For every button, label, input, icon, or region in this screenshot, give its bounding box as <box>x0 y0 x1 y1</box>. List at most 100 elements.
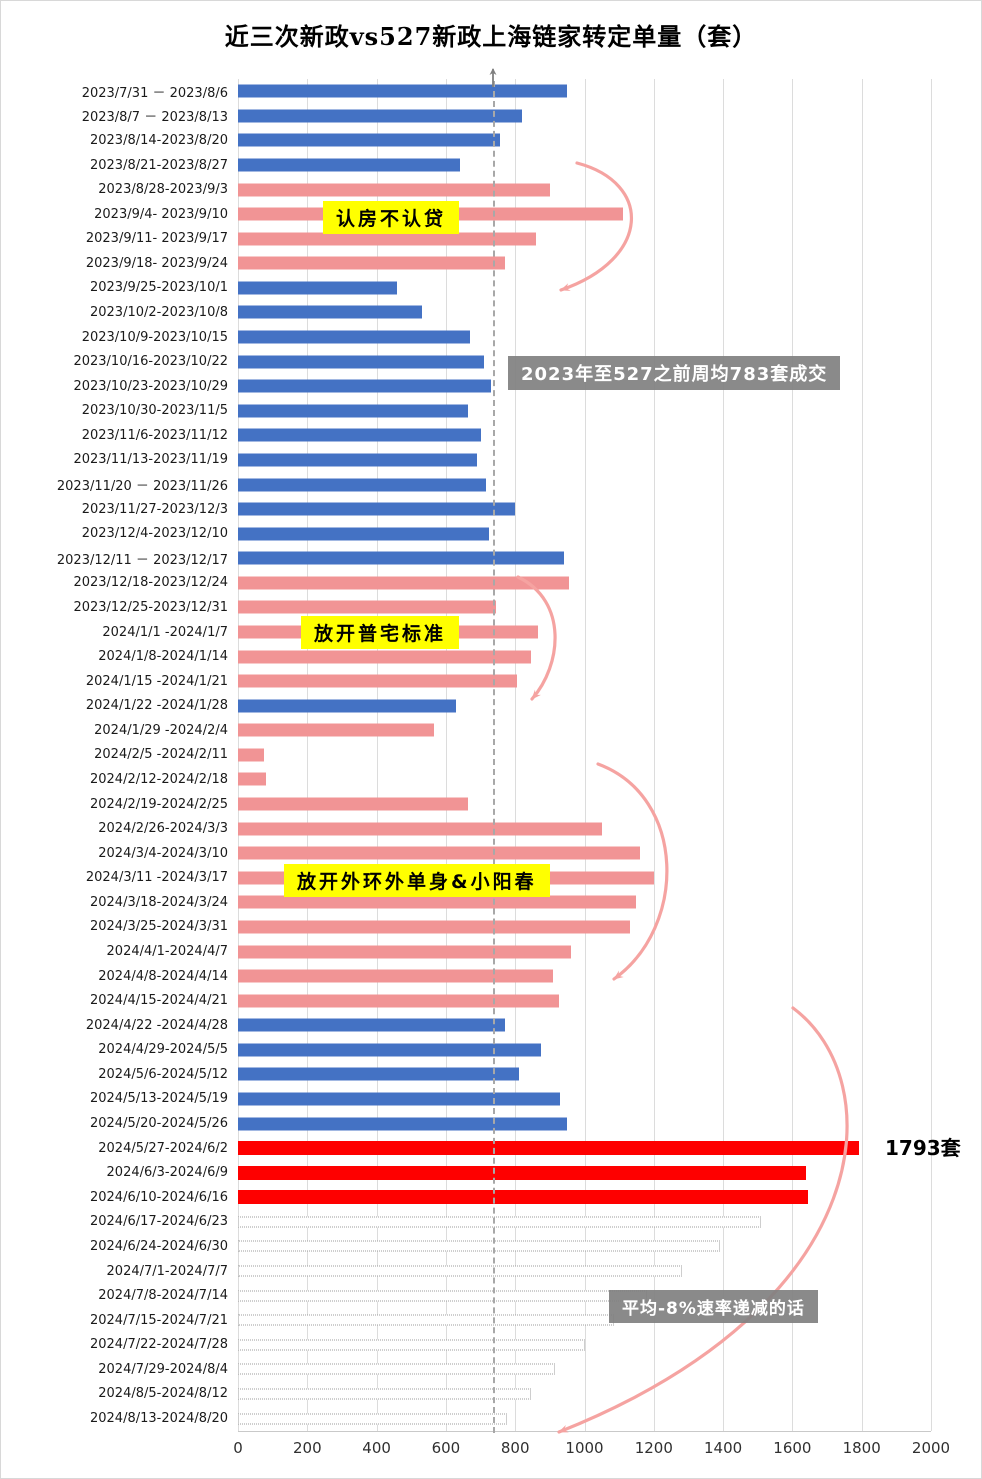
bar-blue <box>238 551 564 565</box>
chart-row: 2024/7/1-2024/7/7 <box>1 1259 931 1284</box>
chart-row: 2024/2/26-2024/3/3 <box>1 816 931 841</box>
bar-dotted <box>238 1363 556 1375</box>
bar-red <box>238 1190 808 1205</box>
bar-pink <box>238 650 531 664</box>
bar-track <box>238 325 931 350</box>
category-label: 2024/2/26-2024/3/3 <box>98 821 228 837</box>
bar-red <box>238 1165 807 1180</box>
bar-blue <box>238 1043 542 1057</box>
bar-track <box>238 472 931 497</box>
category-label: 2024/4/8-2024/4/14 <box>98 968 228 984</box>
x-tick-label: 1800 <box>842 1439 881 1457</box>
bar-track <box>238 988 931 1013</box>
bar-dotted <box>238 1216 762 1228</box>
bar-blue <box>238 478 486 492</box>
bar-track <box>238 644 931 669</box>
category-label: 2023/12/25-2023/12/31 <box>73 599 228 615</box>
bar-blue <box>238 1067 519 1081</box>
bar-track <box>238 79 931 104</box>
bar-pink <box>238 723 434 737</box>
bar-pink <box>238 895 637 909</box>
bar-track <box>238 1283 931 1308</box>
category-label: 2024/7/15-2024/7/21 <box>89 1312 228 1328</box>
chart-row: 2024/1/22 -2024/1/28 <box>1 693 931 718</box>
chart-row: 2023/8/7 － 2023/8/13 <box>1 104 931 129</box>
bar-track <box>238 276 931 301</box>
bar-blue <box>238 109 523 123</box>
chart-row: 2024/6/24-2024/6/30 <box>1 1234 931 1259</box>
chart-row: 2023/10/16-2023/10/22 <box>1 349 931 374</box>
x-tick-label: 200 <box>292 1439 322 1457</box>
bar-pink <box>238 256 505 270</box>
category-label: 2023/12/4-2023/12/10 <box>81 526 228 542</box>
bar-dotted <box>238 1240 720 1252</box>
bar-pink <box>238 183 550 197</box>
bar-track <box>238 349 931 374</box>
chart-row: 2024/6/17-2024/6/23 <box>1 1210 931 1235</box>
bar-track <box>238 767 931 792</box>
chart-row: 2024/4/29-2024/5/5 <box>1 1038 931 1063</box>
bar-track <box>238 1087 931 1112</box>
annotation-policy-puzhai: 放开普宅标准 <box>301 616 460 649</box>
chart-row: 2024/6/10-2024/6/16 <box>1 1185 931 1210</box>
bar-dotted <box>238 1339 585 1351</box>
bar-dotted <box>238 1290 647 1302</box>
category-label: 2023/11/27-2023/12/3 <box>81 501 228 517</box>
bar-track <box>238 448 931 473</box>
annotation-policy-waihuan: 放开外环外单身&小阳春 <box>284 864 550 897</box>
annotation-average-note: 2023年至527之前周均783套成交 <box>508 356 841 390</box>
category-label: 2024/5/6-2024/5/12 <box>98 1066 228 1082</box>
gridline <box>307 79 309 1431</box>
peak-value-label: 1793套 <box>885 1136 961 1160</box>
bar-blue <box>238 404 469 418</box>
category-label: 2023/11/13-2023/11/19 <box>73 452 228 468</box>
x-tick-label: 1000 <box>565 1439 604 1457</box>
chart-row: 2024/3/18-2024/3/24 <box>1 890 931 915</box>
bar-track <box>238 669 931 694</box>
x-tick-label: 800 <box>500 1439 530 1457</box>
chart-row: 2024/8/5-2024/8/12 <box>1 1382 931 1407</box>
chart-row: 2024/3/25-2024/3/31 <box>1 915 931 940</box>
category-label: 2023/9/18- 2023/9/24 <box>85 255 228 271</box>
chart-row: 2023/10/30-2023/11/5 <box>1 399 931 424</box>
bar-blue <box>238 355 484 369</box>
chart-row: 2023/8/28-2023/9/3 <box>1 177 931 202</box>
gridline <box>584 79 586 1431</box>
category-label: 2023/8/21-2023/8/27 <box>89 157 228 173</box>
category-label: 2023/10/9-2023/10/15 <box>81 329 228 345</box>
bar-track <box>238 423 931 448</box>
category-label: 2023/11/6-2023/11/12 <box>81 427 228 443</box>
x-tick-label: 1600 <box>773 1439 812 1457</box>
average-reference-line <box>492 81 495 1433</box>
gridline <box>376 79 378 1431</box>
category-label: 2023/10/16-2023/10/22 <box>73 354 228 370</box>
bar-pink <box>238 772 266 786</box>
bar-track <box>238 153 931 178</box>
chart-row: 2024/6/3-2024/6/9 <box>1 1160 931 1185</box>
chart-row: 2024/2/19-2024/2/25 <box>1 792 931 817</box>
category-label: 2024/3/11 -2024/3/17 <box>85 870 228 886</box>
category-label: 2024/7/8-2024/7/14 <box>98 1288 228 1304</box>
chart-row: 2024/7/22-2024/7/28 <box>1 1332 931 1357</box>
bar-track <box>238 939 931 964</box>
category-label: 2024/2/12-2024/2/18 <box>89 771 228 787</box>
chart-row: 2023/10/2-2023/10/8 <box>1 300 931 325</box>
bar-pink <box>238 945 571 959</box>
gridline <box>515 79 517 1431</box>
category-label: 2024/2/19-2024/2/25 <box>89 796 228 812</box>
category-label: 2024/5/13-2024/5/19 <box>89 1091 228 1107</box>
category-label: 2024/6/10-2024/6/16 <box>89 1189 228 1205</box>
bar-pink <box>238 576 569 590</box>
chart-row: 2024/1/29 -2024/2/4 <box>1 718 931 743</box>
bar-blue <box>238 527 490 541</box>
annotation-projection-note: 平均-8%速率递减的话 <box>609 1290 818 1323</box>
chart-row: 2023/7/31 － 2023/8/6 <box>1 79 931 104</box>
chart-row: 2024/1/8-2024/1/14 <box>1 644 931 669</box>
category-label: 2024/7/29-2024/8/4 <box>98 1361 228 1377</box>
bar-pink <box>238 232 536 246</box>
bar-dotted <box>238 1413 507 1424</box>
bar-red <box>238 1141 860 1156</box>
chart-row: 2023/9/4- 2023/9/10 <box>1 202 931 227</box>
annotation-policy-renfang: 认房不认贷 <box>323 201 460 234</box>
